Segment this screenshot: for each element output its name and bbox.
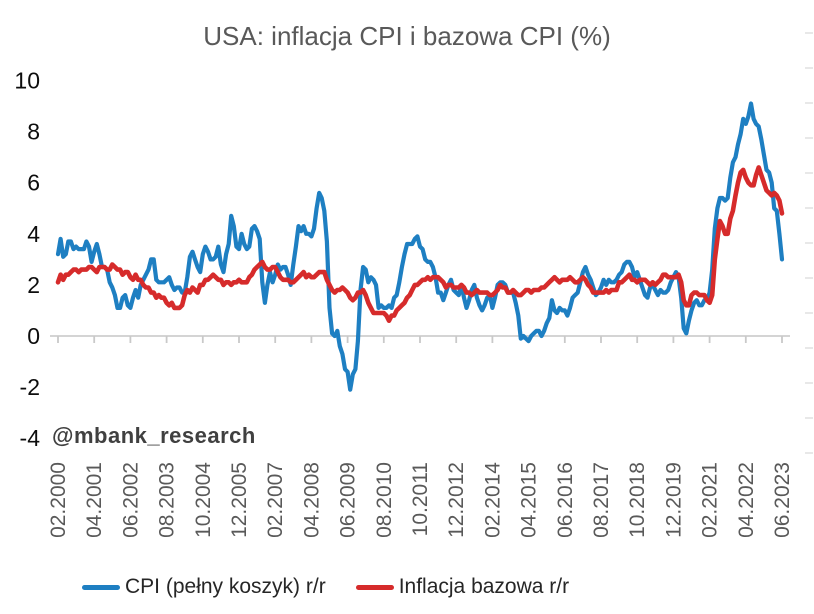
svg-text:4: 4 <box>27 221 40 247</box>
svg-text:08.2003: 08.2003 <box>156 462 179 538</box>
svg-text:12.2005: 12.2005 <box>228 462 251 538</box>
svg-text:06.2023: 06.2023 <box>771 462 794 538</box>
svg-text:0: 0 <box>27 323 40 349</box>
svg-text:02.2000: 02.2000 <box>47 462 70 538</box>
legend-swatch-cpi-icon <box>82 584 120 590</box>
svg-text:02.2007: 02.2007 <box>264 462 287 538</box>
svg-text:10.2004: 10.2004 <box>192 462 215 538</box>
chart-legend: CPI (pełny koszyk) r/r Inflacja bazowa r… <box>82 575 569 599</box>
cpi-chart-canvas: 02.2000 04.2001 06.2002 08.2003 10.2004 12.20… <box>14 32 813 538</box>
legend-item-core: Inflacja bazowa r/r <box>355 575 570 599</box>
svg-text:-4: -4 <box>20 425 41 451</box>
svg-text:06.2009: 06.2009 <box>337 462 360 538</box>
svg-text:-2: -2 <box>20 374 40 400</box>
svg-text:10.2011: 10.2011 <box>409 462 432 536</box>
svg-text:10: 10 <box>14 68 40 94</box>
svg-text:06.2016: 06.2016 <box>554 462 577 538</box>
svg-text:2: 2 <box>27 272 40 298</box>
svg-text:10.2018: 10.2018 <box>626 462 649 538</box>
chart-title: USA: inflacja CPI i bazowa CPI (%) <box>203 21 611 51</box>
svg-text:02.2014: 02.2014 <box>481 462 504 538</box>
legend-swatch-core-icon <box>355 584 394 590</box>
svg-text:12.2012: 12.2012 <box>445 462 468 538</box>
svg-text:6: 6 <box>27 170 40 196</box>
svg-text:02.2021: 02.2021 <box>699 462 722 538</box>
svg-text:12.2019: 12.2019 <box>662 462 685 538</box>
svg-text:04.2001: 04.2001 <box>83 462 106 538</box>
svg-text:08.2017: 08.2017 <box>590 462 613 538</box>
svg-text:08.2010: 08.2010 <box>373 462 396 538</box>
legend-label-cpi: CPI (pełny koszyk) r/r <box>125 575 326 598</box>
legend-item-cpi: CPI (pełny koszyk) r/r <box>82 575 326 599</box>
svg-text:04.2008: 04.2008 <box>300 462 323 538</box>
svg-text:04.2022: 04.2022 <box>735 462 758 538</box>
svg-text:04.2015: 04.2015 <box>518 462 541 538</box>
legend-label-core: Inflacja bazowa r/r <box>398 575 570 598</box>
svg-text:8: 8 <box>27 119 40 145</box>
svg-text:06.2002: 06.2002 <box>119 462 142 538</box>
watermark: @mbank_research <box>52 423 256 448</box>
